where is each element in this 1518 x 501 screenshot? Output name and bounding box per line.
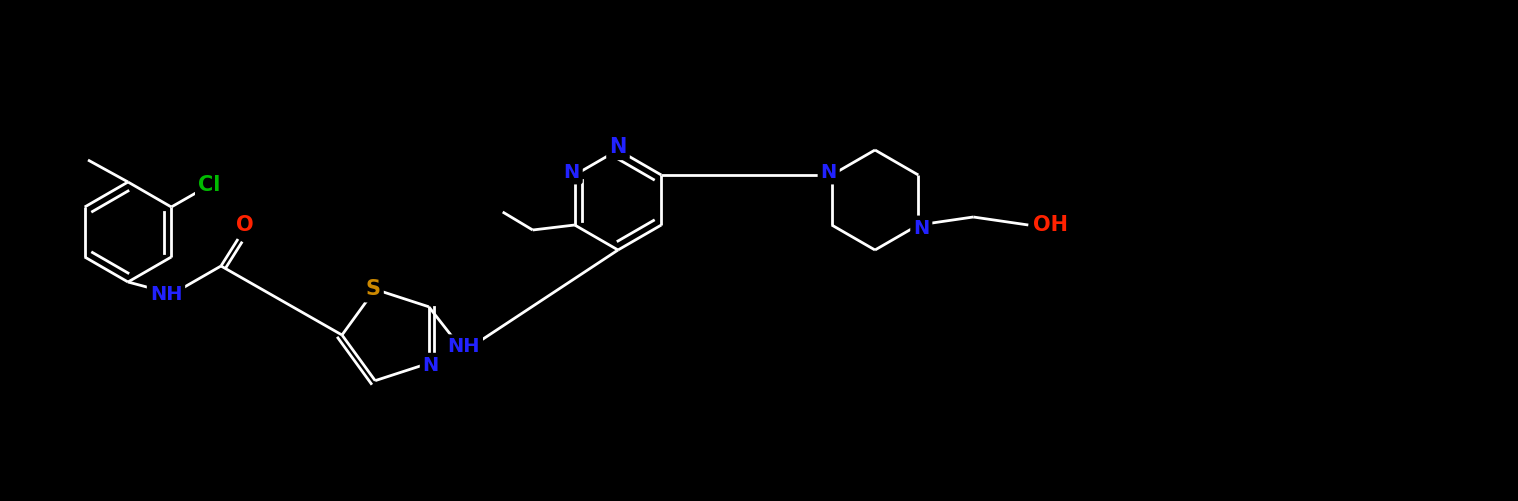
Text: S: S [366, 280, 381, 300]
Text: O: O [237, 215, 254, 235]
Text: N: N [422, 356, 439, 375]
Text: NH: NH [150, 285, 182, 304]
Text: N: N [914, 218, 929, 237]
Text: OH: OH [1032, 215, 1067, 235]
Text: N: N [563, 162, 580, 181]
Text: N: N [821, 162, 836, 181]
Text: NH: NH [448, 337, 480, 356]
Text: Cl: Cl [199, 175, 220, 195]
Text: N: N [609, 137, 627, 157]
